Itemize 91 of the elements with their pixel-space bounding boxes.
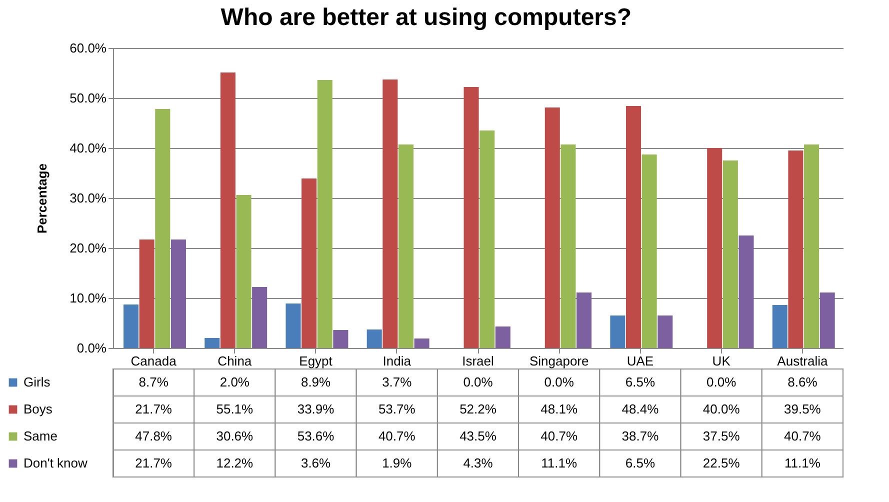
y-tick-label: 0.0% — [76, 340, 107, 356]
chart-title: Who are better at using computers? — [220, 4, 632, 31]
y-tick-label: 10.0% — [70, 290, 107, 306]
bar — [204, 338, 220, 348]
data-label: 11.1% — [784, 456, 821, 470]
data-label: 0.0% — [544, 374, 574, 390]
x-tick-label: Canada — [130, 354, 178, 368]
bar — [658, 316, 673, 348]
data-label: 48.1% — [540, 402, 578, 416]
bar — [642, 154, 657, 348]
x-tick-label: UAE — [626, 354, 654, 368]
bar — [772, 305, 788, 348]
bar — [495, 326, 510, 348]
legend-label: Boys — [24, 402, 53, 416]
bar — [333, 330, 348, 348]
bar — [544, 108, 560, 348]
bar — [414, 338, 430, 348]
bar — [722, 160, 738, 348]
y-tick-label: 30.0% — [70, 190, 107, 206]
bar — [626, 106, 642, 348]
data-label: 8.6% — [788, 374, 818, 390]
data-label: 40.7% — [540, 428, 578, 444]
bar — [170, 240, 186, 348]
bar — [124, 304, 139, 348]
bar — [820, 292, 835, 348]
data-label: 6.5% — [625, 374, 656, 390]
x-tick-label: China — [218, 354, 252, 368]
x-tick-label: UK — [712, 354, 731, 368]
y-tick-label: 20.0% — [70, 240, 107, 256]
bar — [804, 144, 820, 348]
data-label: 2.0% — [220, 374, 250, 390]
data-label: 53.6% — [297, 428, 335, 444]
bar — [302, 178, 317, 348]
legend-label: Girls — [24, 374, 51, 390]
data-label: 37.5% — [702, 428, 740, 444]
data-label: 3.6% — [300, 456, 332, 470]
bar — [155, 109, 170, 348]
bar — [382, 80, 398, 348]
bar — [576, 292, 592, 348]
bar — [220, 72, 236, 348]
bar — [560, 144, 576, 348]
data-label: 1.9% — [382, 456, 412, 470]
bar — [366, 330, 382, 348]
data-label: 21.7% — [135, 456, 172, 470]
data-label: 12.2% — [216, 456, 254, 470]
bar — [707, 148, 722, 348]
bar — [398, 144, 414, 348]
data-label: 4.3% — [463, 456, 494, 470]
bar — [738, 236, 754, 348]
data-label: 39.5% — [784, 402, 822, 416]
bar — [788, 150, 804, 348]
data-label: 0.0% — [463, 374, 494, 390]
y-tick-label: 60.0% — [70, 40, 107, 56]
y-tick-label: 40.0% — [70, 140, 107, 156]
data-label: 48.4% — [622, 402, 660, 416]
data-label: 11.1% — [541, 456, 578, 470]
bar — [236, 195, 252, 348]
data-label: 6.5% — [625, 456, 656, 470]
data-label: 30.6% — [216, 428, 254, 444]
x-tick-label: Israel — [462, 354, 494, 368]
data-label: 43.5% — [460, 428, 497, 444]
legend-label: Same — [24, 428, 58, 444]
data-label: 33.9% — [297, 402, 335, 416]
data-label: 55.1% — [216, 402, 254, 416]
x-tick-label: India — [382, 354, 412, 368]
bar — [286, 304, 301, 348]
y-tick-label: 50.0% — [70, 90, 107, 106]
data-label: 38.7% — [622, 428, 660, 444]
data-label: 47.8% — [135, 428, 172, 444]
bar — [139, 240, 154, 348]
x-tick-label: Australia — [777, 354, 829, 368]
bar — [464, 87, 479, 348]
bar — [480, 130, 495, 348]
data-label: 3.7% — [382, 374, 412, 390]
x-tick-label: Singapore — [529, 354, 589, 368]
data-label: 40.7% — [784, 428, 822, 444]
data-label: 40.7% — [378, 428, 416, 444]
data-label: 52.2% — [460, 402, 497, 416]
y-axis-title: Percentage — [34, 163, 50, 234]
bar — [610, 316, 626, 348]
data-label: 40.0% — [702, 402, 740, 416]
legend-label: Don't know — [24, 456, 88, 470]
data-label: 53.7% — [378, 402, 416, 416]
data-label: 8.7% — [138, 374, 169, 390]
bar — [252, 287, 268, 348]
data-label: 0.0% — [706, 374, 737, 390]
data-label: 21.7% — [135, 402, 172, 416]
data-label: 22.5% — [702, 456, 740, 470]
bar — [317, 80, 332, 348]
data-label: 8.9% — [300, 374, 332, 390]
x-tick-label: Egypt — [299, 354, 333, 368]
